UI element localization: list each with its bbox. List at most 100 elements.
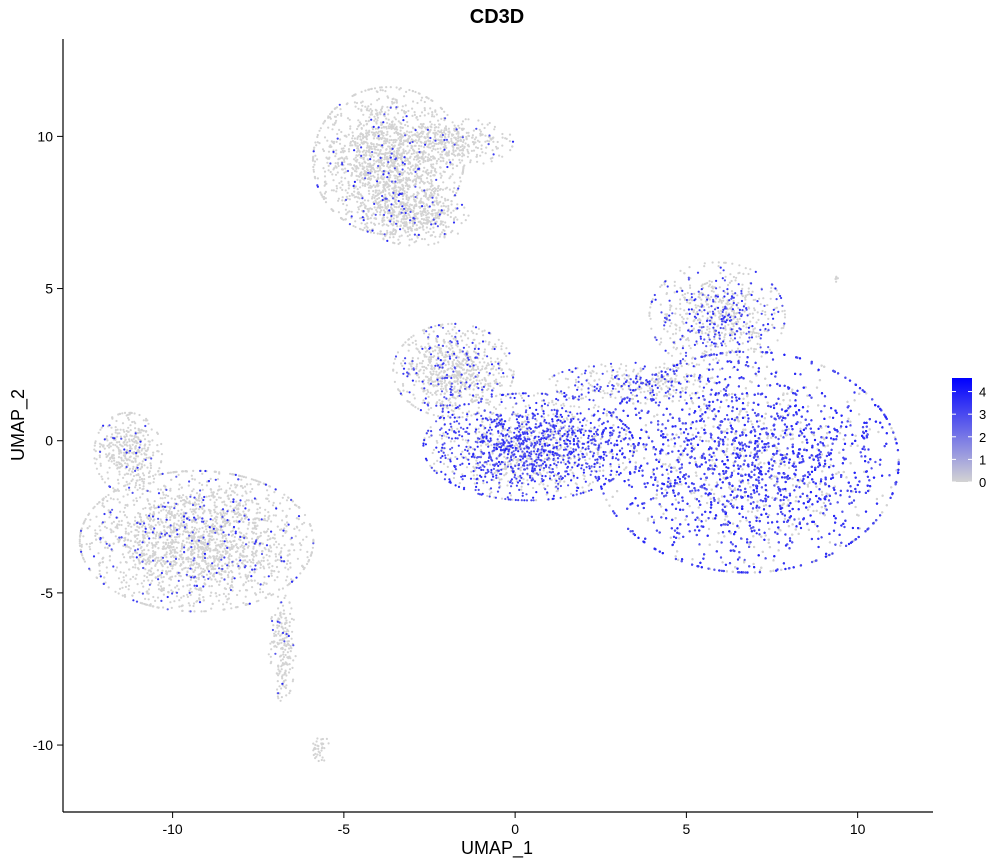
data-point [372, 212, 375, 215]
data-point [120, 581, 123, 584]
data-point [312, 168, 315, 171]
data-point [150, 428, 153, 431]
data-point [142, 485, 145, 488]
data-point [155, 531, 159, 534]
data-point [177, 519, 180, 522]
data-point [317, 759, 320, 763]
data-point [378, 181, 381, 184]
data-point [250, 553, 254, 556]
data-point [186, 595, 189, 599]
data-point [377, 159, 380, 162]
data-point [366, 183, 369, 186]
data-point [501, 136, 504, 139]
data-point [402, 150, 405, 153]
data-point [353, 141, 356, 144]
data-point [184, 530, 188, 534]
data-point [144, 562, 147, 565]
data-point [89, 518, 92, 521]
data-point [223, 547, 226, 550]
data-point [170, 497, 173, 500]
data-point [276, 626, 279, 629]
data-point [199, 546, 202, 549]
data-point [280, 647, 283, 650]
data-point [394, 194, 397, 197]
data-point [378, 169, 381, 172]
data-point [508, 133, 512, 136]
data-point [290, 578, 293, 581]
data-point [451, 141, 454, 145]
data-point [149, 508, 152, 511]
data-point [359, 132, 363, 135]
data-point [284, 621, 287, 624]
data-point [285, 514, 288, 517]
data-point [116, 428, 119, 431]
data-point [170, 478, 173, 481]
data-point [418, 175, 421, 178]
data-point [193, 548, 196, 551]
data-point [177, 509, 180, 512]
data-point [335, 140, 338, 143]
data-point [246, 546, 249, 549]
data-point [381, 163, 384, 166]
data-point [123, 430, 126, 433]
data-point [430, 182, 433, 185]
data-point [248, 521, 251, 524]
data-point [456, 218, 459, 221]
data-point [496, 140, 499, 144]
data-point [421, 237, 424, 241]
data-point [437, 151, 440, 154]
data-point [233, 491, 236, 494]
chart-title: CD3D [470, 6, 524, 28]
data-point [215, 527, 218, 530]
data-point [424, 140, 427, 143]
data-point [197, 496, 200, 500]
data-point [245, 499, 248, 502]
data-point [247, 499, 250, 502]
data-point [157, 547, 160, 550]
data-point [195, 503, 198, 506]
data-point [234, 506, 237, 509]
data-point [481, 151, 484, 154]
data-point [437, 138, 440, 141]
data-point [222, 603, 225, 606]
data-point [238, 572, 241, 575]
data-point [141, 472, 145, 475]
data-point [162, 508, 165, 511]
data-point [198, 593, 201, 596]
data-point [224, 570, 227, 573]
data-point [401, 201, 404, 204]
data-point [359, 122, 362, 125]
data-point [449, 175, 452, 178]
data-point [143, 447, 146, 450]
data-point [278, 685, 281, 688]
data-point [391, 162, 394, 165]
data-point [208, 495, 211, 498]
data-point [210, 514, 213, 518]
data-point [142, 487, 145, 490]
data-point [389, 135, 392, 138]
data-point [78, 542, 81, 545]
data-point [395, 86, 398, 89]
data-point [315, 144, 318, 147]
data-point [209, 498, 212, 501]
data-point [213, 564, 216, 567]
data-point [121, 553, 124, 556]
data-point [264, 519, 267, 522]
data-point [143, 534, 146, 537]
data-point [362, 158, 365, 161]
data-point [287, 568, 290, 571]
data-point [175, 546, 178, 549]
data-point [334, 173, 338, 176]
data-point [456, 147, 459, 150]
data-point [242, 520, 245, 524]
data-point [347, 184, 350, 187]
data-point [241, 541, 245, 544]
data-point [427, 216, 430, 219]
data-point [178, 605, 181, 608]
data-point [128, 444, 131, 447]
data-point [388, 154, 391, 157]
data-point [140, 554, 143, 558]
data-point [337, 157, 340, 160]
data-point [108, 516, 111, 519]
data-point [257, 560, 260, 563]
